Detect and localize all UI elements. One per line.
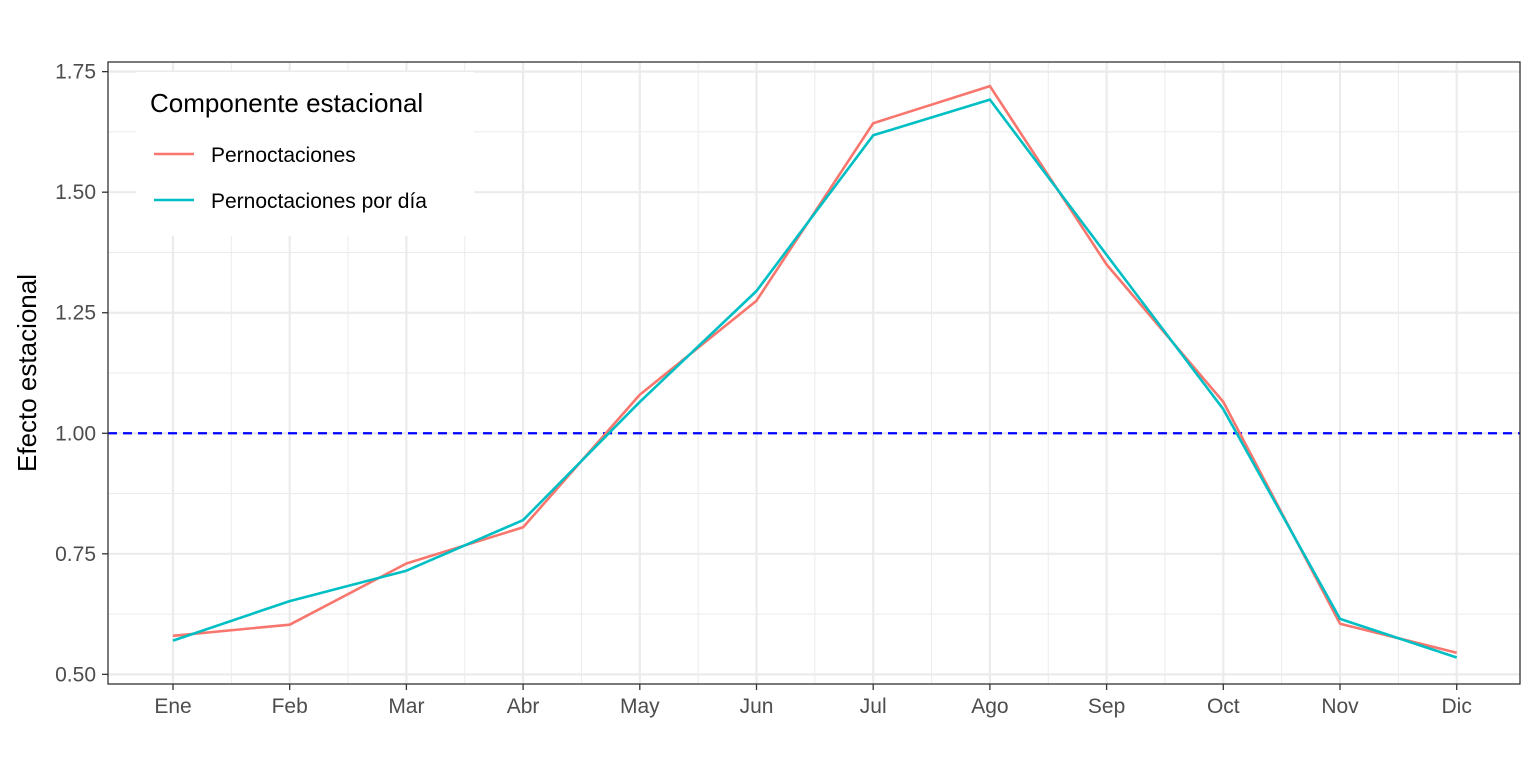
y-tick-label: 1.75 <box>55 61 96 84</box>
x-tick-label: Nov <box>1321 695 1359 718</box>
series-group <box>172 84 1458 659</box>
x-tick-label: Mar <box>388 695 424 718</box>
y-tick-label: 1.00 <box>55 422 96 445</box>
y-tick-label: 1.25 <box>55 302 96 325</box>
plot-panel-border <box>107 61 1521 685</box>
y-tick-label: 0.75 <box>55 543 96 566</box>
legend-title: Componente estacional <box>150 88 423 118</box>
x-tick-label: Ago <box>971 695 1008 718</box>
x-tick-label: Ene <box>154 695 191 718</box>
x-tick-label: Sep <box>1088 695 1125 718</box>
x-tick-label: Oct <box>1207 695 1240 718</box>
y-axis-title: Efecto estacional <box>12 274 42 472</box>
x-tick-label: Jun <box>740 695 774 718</box>
y-axis: 0.50 0.75 1.00 1.25 1.50 1.75 <box>55 61 108 686</box>
x-tick-label: Dic <box>1442 695 1472 718</box>
y-tick-label: 1.50 <box>55 181 96 204</box>
y-tick-label: 0.50 <box>55 663 96 686</box>
legend-label-pernoctaciones: Pernoctaciones <box>211 144 356 167</box>
x-tick-label: Abr <box>507 695 540 718</box>
x-tick-label: Feb <box>272 695 308 718</box>
x-tick-label: Jul <box>860 695 887 718</box>
x-axis: Ene Feb Mar Abr May Jun Jul Ago Sep Oct Nov Dic <box>154 684 1472 718</box>
legend-label-pernoctaciones-por-dia: Pernoctaciones por día <box>211 190 427 213</box>
series-line-pernoctaciones-por-dia <box>172 98 1458 659</box>
legend: Componente estacional Pernoctaciones Per… <box>136 72 474 236</box>
x-tick-label: May <box>620 695 660 718</box>
